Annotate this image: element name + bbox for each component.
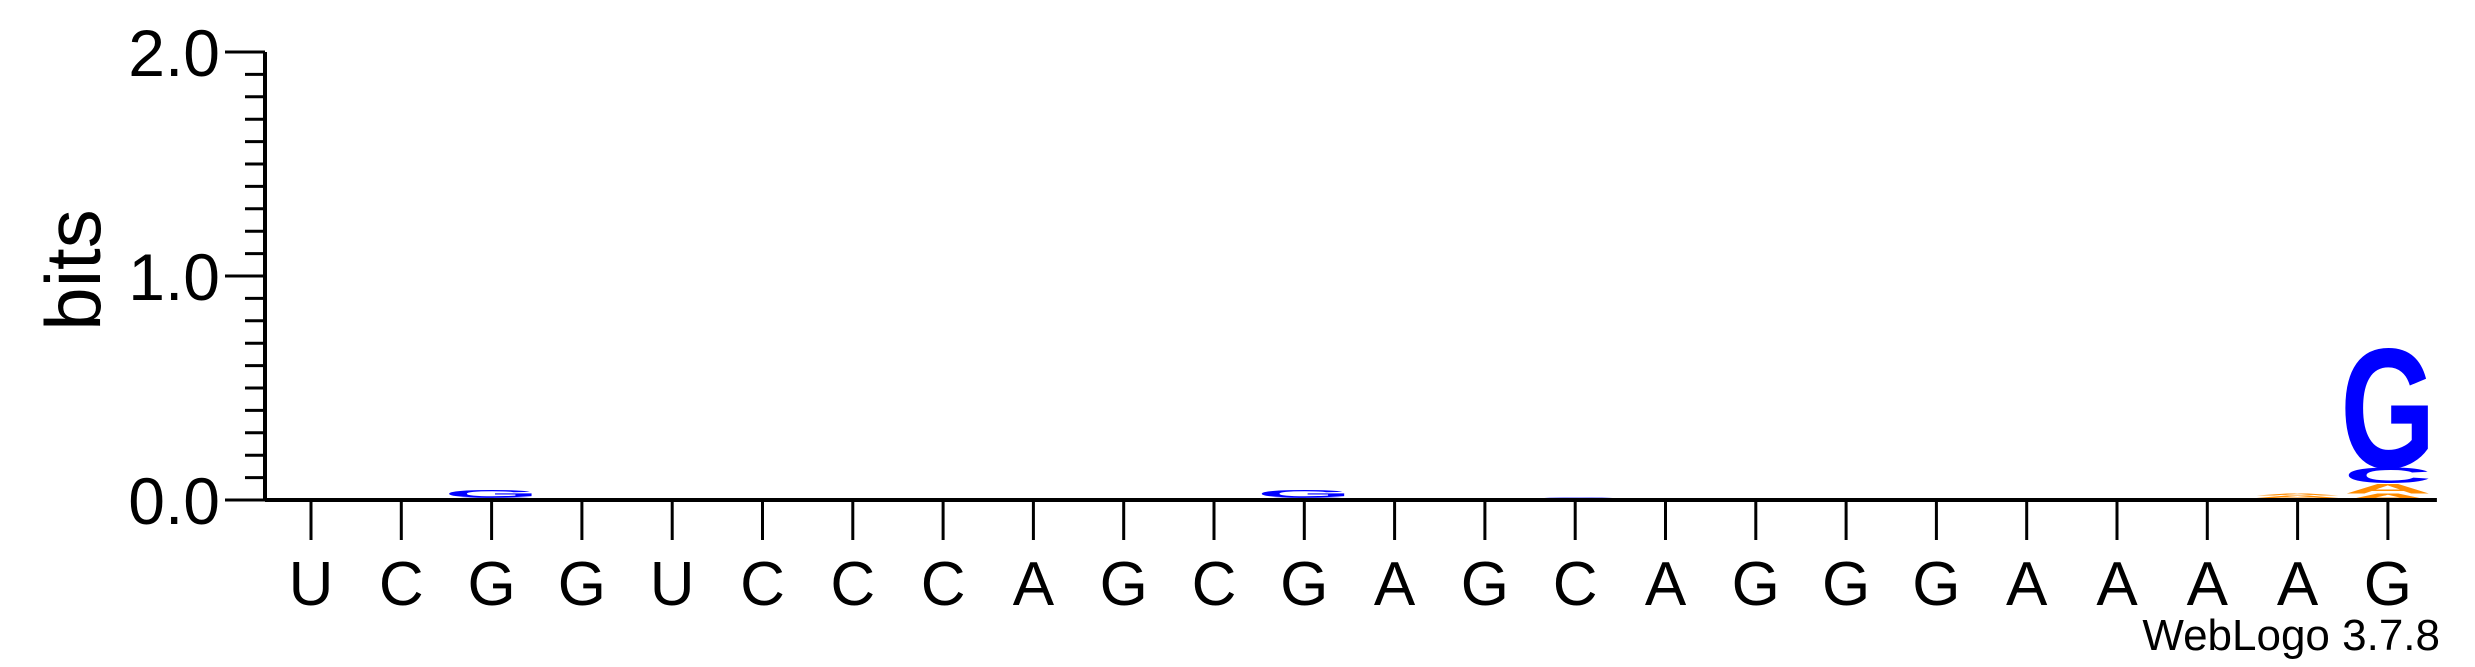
x-tick-label: C bbox=[379, 550, 424, 619]
x-tick-label: A bbox=[2187, 550, 2229, 619]
logo-glyph-C: C bbox=[2344, 464, 2432, 488]
y-tick-label: 2.0 bbox=[128, 16, 220, 90]
x-tick-label: U bbox=[289, 550, 334, 619]
x-tick-label: A bbox=[1645, 550, 1687, 619]
svg-text:C: C bbox=[2344, 464, 2432, 488]
logo-glyph-A: A bbox=[2253, 493, 2341, 496]
logo-glyph-A: A bbox=[2344, 492, 2432, 502]
logo-glyph-A: A bbox=[2344, 481, 2432, 497]
x-tick-label: C bbox=[740, 550, 785, 619]
x-tick-label: G bbox=[1822, 550, 1870, 619]
x-tick-label: A bbox=[2096, 550, 2138, 619]
x-tick-label: G bbox=[1912, 550, 1960, 619]
x-tick-label: A bbox=[1374, 550, 1416, 619]
x-tick-label: C bbox=[1553, 550, 1598, 619]
x-tick-label: U bbox=[650, 550, 695, 619]
x-tick-label: G bbox=[558, 550, 606, 619]
logo-glyph-G: G bbox=[2340, 312, 2435, 504]
weblogo-credit: WebLogo 3.7.8 bbox=[2142, 611, 2440, 660]
x-tick-label: G bbox=[2364, 550, 2412, 619]
svg-text:A: A bbox=[2253, 495, 2341, 499]
x-tick-label: G bbox=[1280, 550, 1328, 619]
y-tick-label: 0.0 bbox=[128, 464, 220, 538]
y-axis: 0.0 1.0 2.0 bbox=[128, 16, 267, 538]
x-tick-label: G bbox=[1461, 550, 1509, 619]
svg-text:G: G bbox=[1257, 488, 1352, 500]
x-tick-label: C bbox=[1192, 550, 1237, 619]
svg-text:G: G bbox=[2340, 312, 2435, 504]
logo-glyph-G: G bbox=[1257, 488, 1352, 500]
x-tick-label: A bbox=[2006, 550, 2048, 619]
logo-glyph-A: A bbox=[2253, 495, 2341, 499]
x-tick-label: A bbox=[2277, 550, 2319, 619]
x-tick-label: A bbox=[1013, 550, 1055, 619]
x-tick-label: G bbox=[467, 550, 515, 619]
svg-text:G: G bbox=[444, 488, 539, 500]
logo-stacks: CGCCGCCUAAAACG bbox=[444, 312, 2435, 504]
x-tick-label: C bbox=[921, 550, 966, 619]
logo-glyph-G: G bbox=[444, 488, 539, 500]
svg-text:A: A bbox=[2344, 492, 2432, 502]
svg-text:A: A bbox=[2344, 481, 2432, 497]
svg-text:A: A bbox=[2253, 493, 2341, 496]
y-tick-label: 1.0 bbox=[128, 240, 220, 314]
x-tick-label: C bbox=[830, 550, 875, 619]
x-tick-label: G bbox=[1100, 550, 1148, 619]
y-axis-label: bits bbox=[29, 209, 117, 330]
x-tick-label: G bbox=[1732, 550, 1780, 619]
